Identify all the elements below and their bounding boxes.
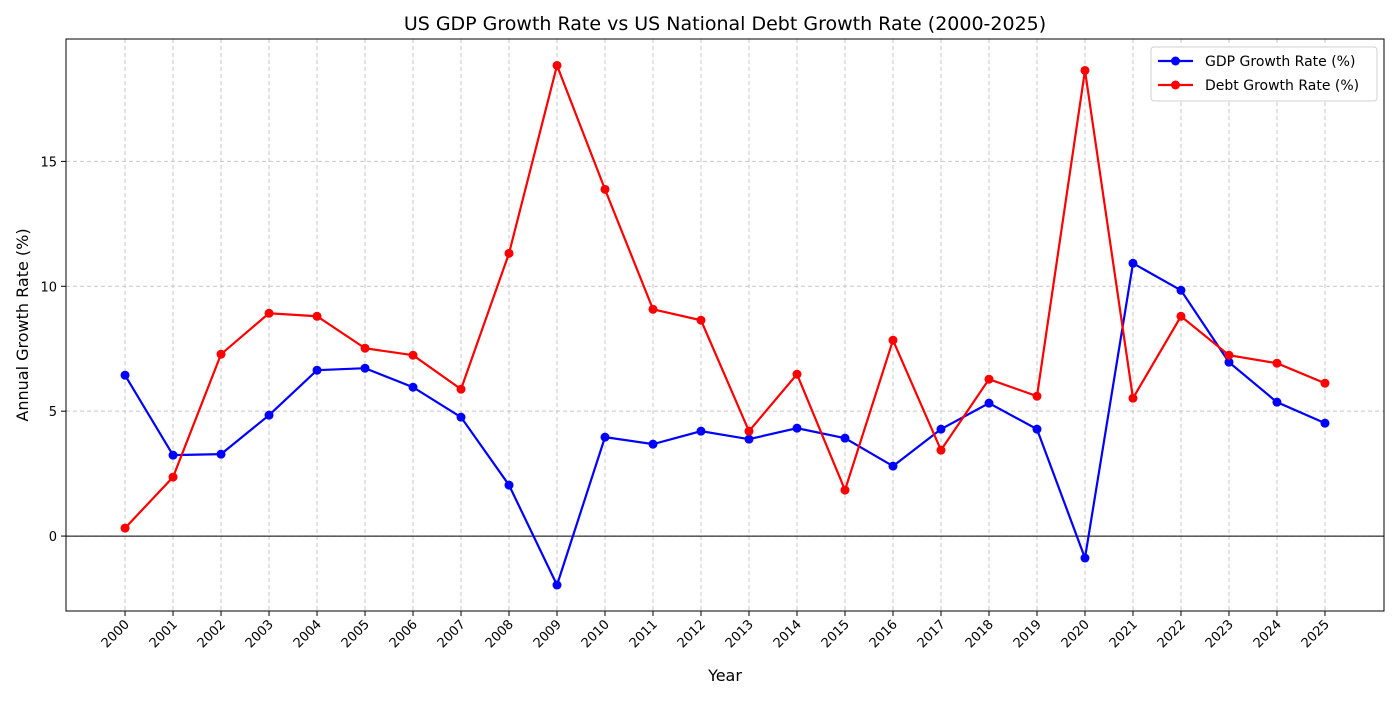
legend-label: Debt Growth Rate (%) xyxy=(1205,78,1359,94)
x-tick-label: 2002 xyxy=(195,617,229,651)
data-point xyxy=(840,433,850,443)
x-tick-label: 2010 xyxy=(579,617,613,651)
data-point xyxy=(696,315,706,325)
data-point xyxy=(216,449,226,459)
y-tick-label: 0 xyxy=(49,530,57,545)
data-point xyxy=(600,184,610,194)
data-point xyxy=(1320,378,1330,388)
legend-marker xyxy=(1171,80,1180,90)
chart-title: US GDP Growth Rate vs US National Debt G… xyxy=(404,13,1046,35)
data-point xyxy=(936,424,946,434)
data-point xyxy=(168,472,178,482)
series-group xyxy=(120,60,1330,590)
data-point xyxy=(1224,350,1234,360)
x-axis-label: Year xyxy=(707,666,742,685)
x-tick-label: 2014 xyxy=(771,617,805,651)
data-point xyxy=(360,363,370,373)
data-point xyxy=(1080,553,1090,563)
x-tick-label: 2003 xyxy=(243,617,277,651)
data-point xyxy=(264,410,274,420)
data-point xyxy=(1032,424,1042,434)
y-tick-label: 5 xyxy=(49,405,57,420)
data-point xyxy=(504,480,514,490)
x-tick-label: 2025 xyxy=(1299,617,1333,651)
data-point xyxy=(1272,397,1282,407)
data-point xyxy=(552,580,562,590)
data-point xyxy=(216,349,226,359)
data-point xyxy=(792,369,802,379)
data-point xyxy=(408,350,418,360)
data-point xyxy=(552,60,562,70)
data-point xyxy=(1176,285,1186,295)
data-point xyxy=(600,432,610,442)
data-point xyxy=(312,365,322,375)
data-point xyxy=(1176,311,1186,321)
data-point xyxy=(1080,65,1090,75)
grid xyxy=(66,39,1384,611)
legend: GDP Growth Rate (%) Debt Growth Rate (%) xyxy=(1150,46,1378,102)
x-tick-label: 2006 xyxy=(387,617,421,651)
data-point xyxy=(936,445,946,455)
x-tick-label: 2001 xyxy=(147,617,181,651)
y-axis-label: Annual Growth Rate (%) xyxy=(13,228,32,421)
x-tick-label: 2000 xyxy=(99,617,133,651)
x-tick-label: 2008 xyxy=(483,617,517,651)
x-tick-label: 2017 xyxy=(915,617,949,651)
data-point xyxy=(360,343,370,353)
data-point xyxy=(120,370,130,380)
x-tick-label: 2004 xyxy=(291,617,325,651)
data-point xyxy=(744,426,754,436)
data-point xyxy=(1128,258,1138,268)
data-point xyxy=(456,412,466,422)
data-point xyxy=(264,308,274,318)
data-point xyxy=(1320,418,1330,428)
data-point xyxy=(1128,393,1138,403)
legend-box xyxy=(1150,46,1378,102)
data-point xyxy=(888,335,898,345)
x-tick-label: 2012 xyxy=(675,617,709,651)
legend-marker xyxy=(1171,56,1180,66)
series-line-0 xyxy=(124,261,1326,588)
data-point xyxy=(840,485,850,495)
data-point xyxy=(984,374,994,384)
x-tick-label: 2022 xyxy=(1155,617,1189,651)
x-tick-label: 2020 xyxy=(1059,617,1093,651)
data-point xyxy=(792,423,802,433)
x-tick-label: 2015 xyxy=(819,617,853,651)
series-line-1 xyxy=(124,61,1326,529)
data-point xyxy=(504,248,514,258)
x-tick-label: 2023 xyxy=(1203,617,1237,651)
x-tick-label: 2007 xyxy=(435,617,469,651)
y-tick-label: 15 xyxy=(40,155,57,170)
x-tick-label: 2009 xyxy=(531,617,565,651)
data-point xyxy=(744,434,754,444)
data-point xyxy=(648,304,658,314)
data-point xyxy=(1224,357,1234,367)
data-point xyxy=(1032,391,1042,401)
y-tick-label: 10 xyxy=(40,280,57,295)
data-point xyxy=(120,523,130,533)
data-point xyxy=(456,384,466,394)
x-tick-label: 2013 xyxy=(723,617,757,651)
x-tick-label: 2018 xyxy=(963,617,997,651)
data-point xyxy=(1272,358,1282,368)
legend-label: GDP Growth Rate (%) xyxy=(1205,54,1355,70)
data-point xyxy=(696,426,706,436)
x-tick-label: 2021 xyxy=(1107,617,1141,651)
data-point xyxy=(312,311,322,321)
data-point xyxy=(168,450,178,460)
plot-frame xyxy=(65,38,1385,612)
x-tick-label: 2024 xyxy=(1251,617,1285,651)
x-tick-label: 2011 xyxy=(627,617,661,651)
data-point xyxy=(408,382,418,392)
data-point xyxy=(648,439,658,449)
data-point xyxy=(984,398,994,408)
x-tick-label: 2016 xyxy=(867,617,901,651)
x-tick-label: 2005 xyxy=(339,617,373,651)
x-tick-label: 2019 xyxy=(1011,617,1045,651)
data-point xyxy=(888,461,898,471)
